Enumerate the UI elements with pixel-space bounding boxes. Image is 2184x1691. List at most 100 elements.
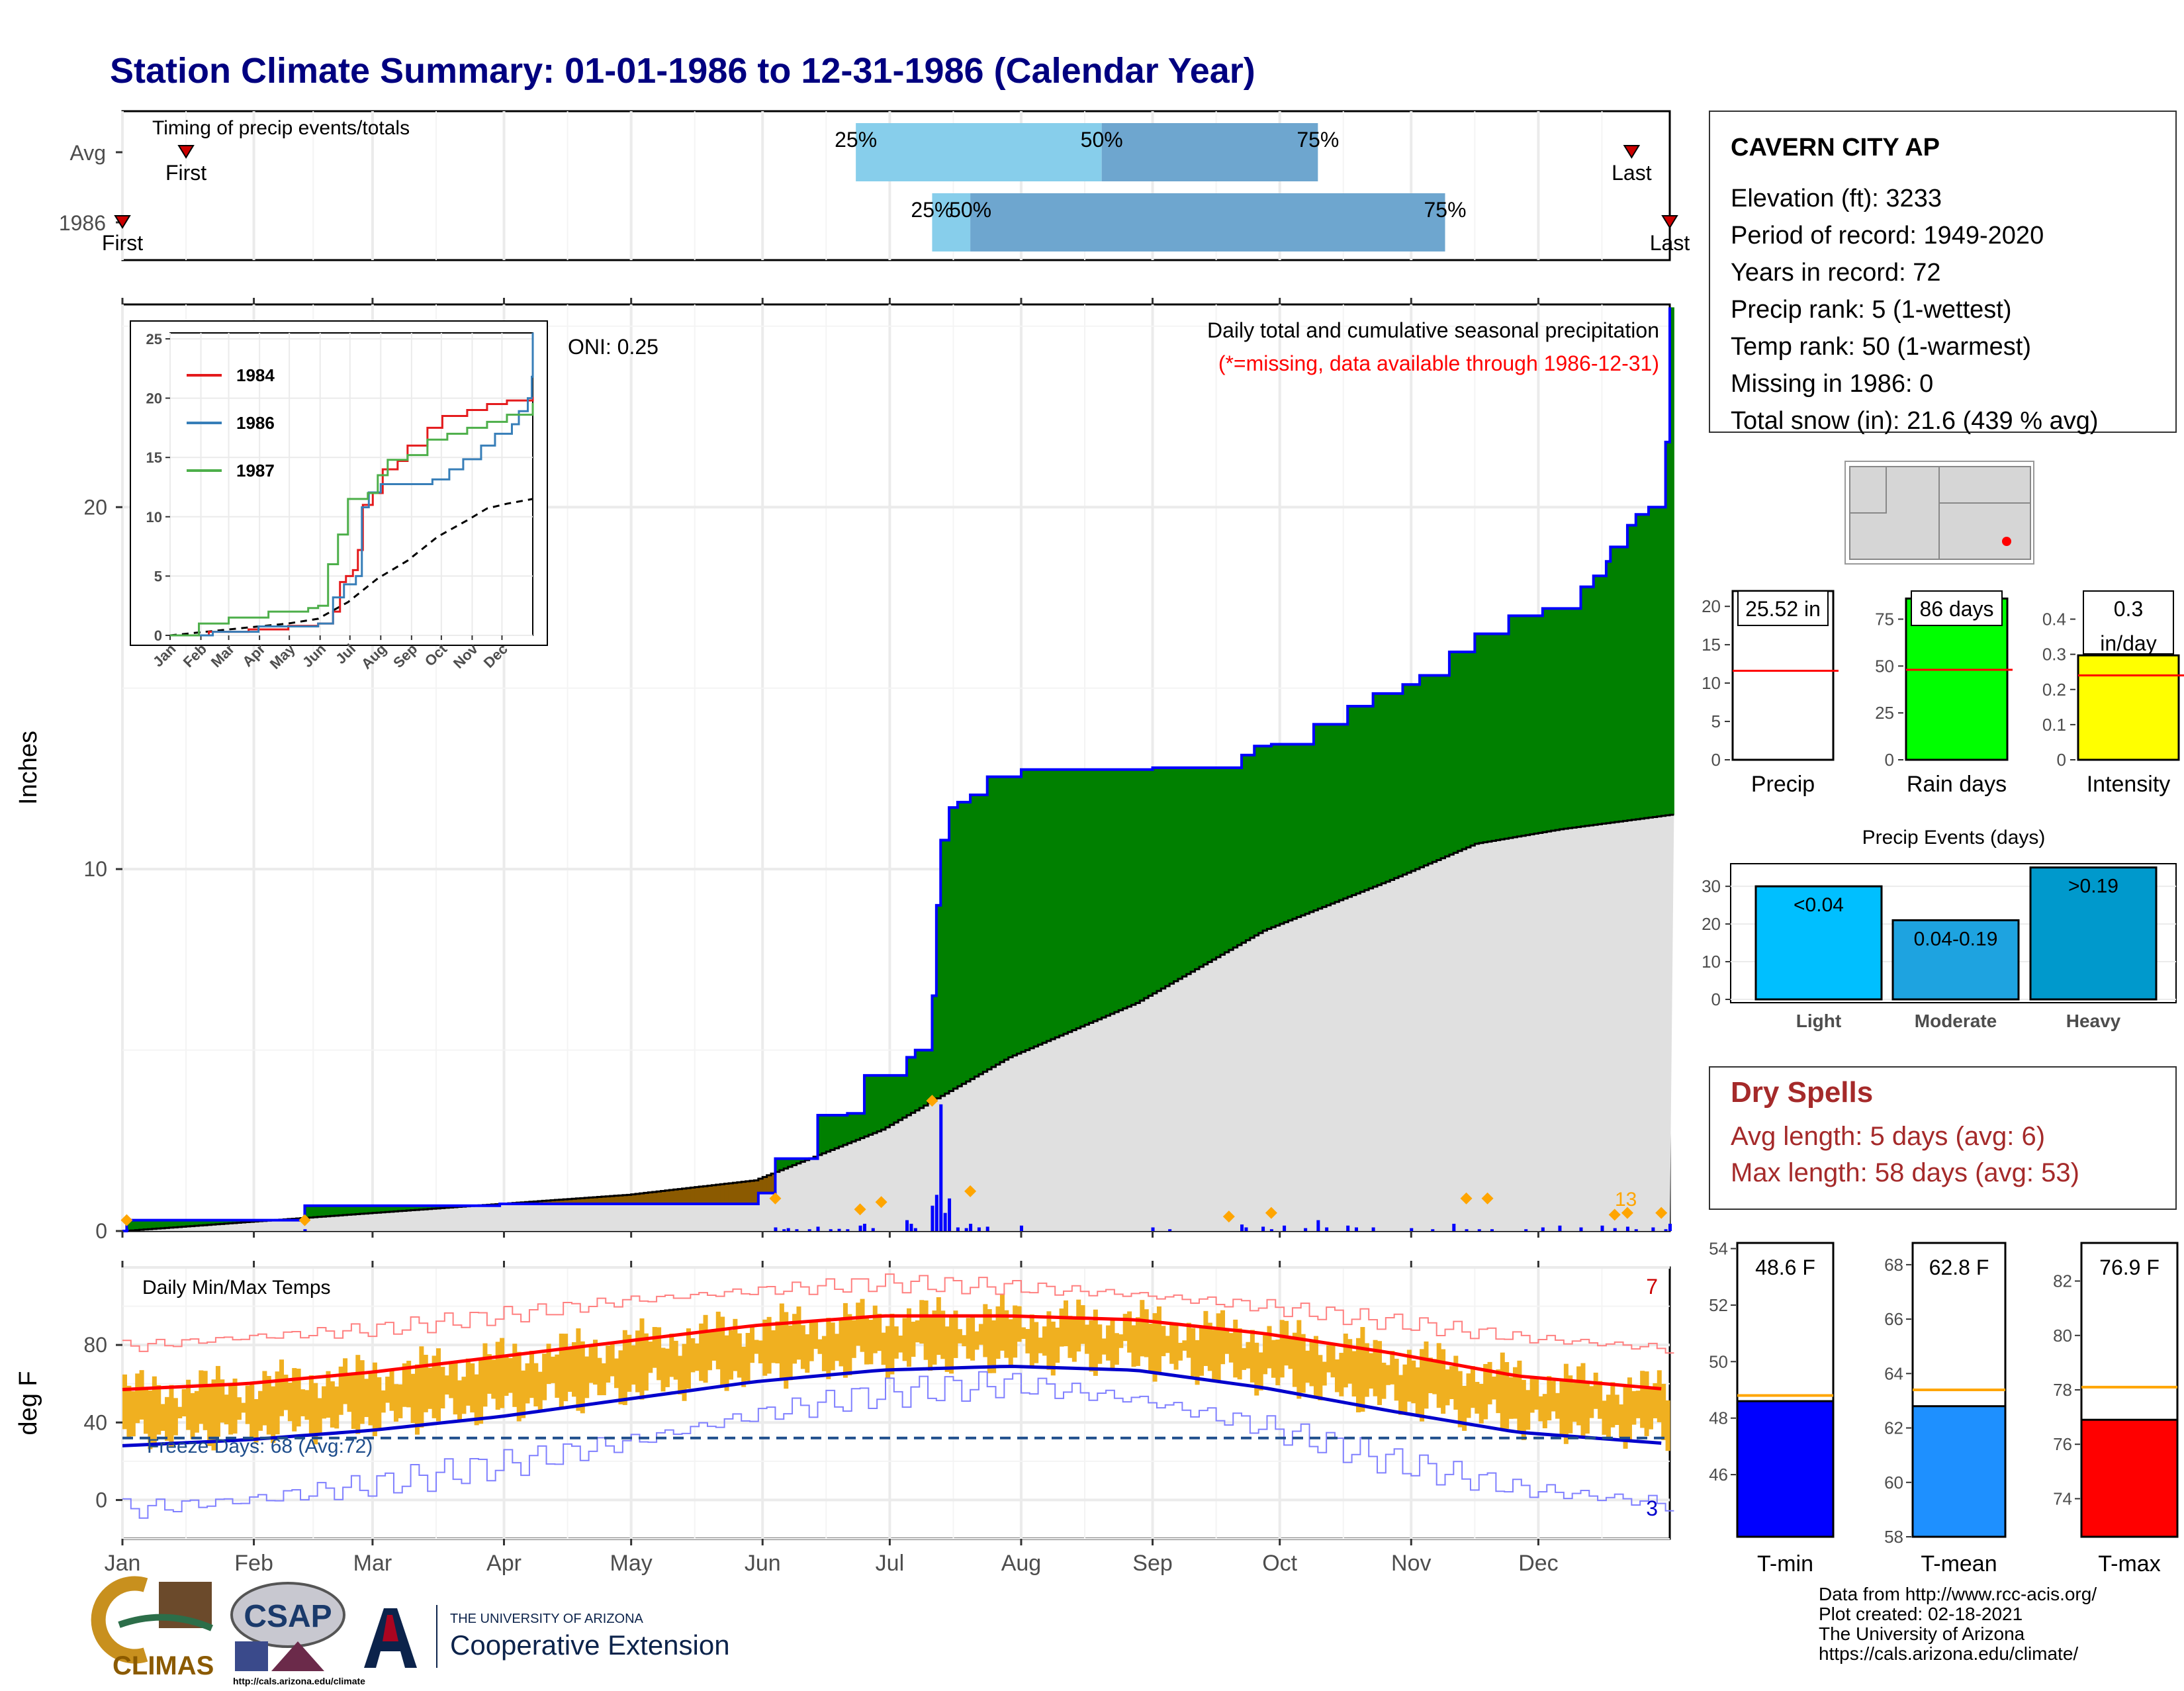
daily-precip-bar: [1355, 1228, 1358, 1231]
deficit-area: [720, 1184, 725, 1204]
timing-q50-label: 50%: [949, 198, 991, 222]
daily-temp-bar: [1238, 1328, 1242, 1379]
station-info-box: CAVERN CITY AP Elevation (ft): 3233Perio…: [1709, 111, 2176, 435]
daily-temp-bar: [1598, 1381, 1602, 1419]
temp-bar-ytick-label: 50: [1709, 1351, 1728, 1371]
daily-temp-bar: [1025, 1329, 1030, 1353]
daily-temp-bar: [390, 1369, 394, 1410]
surplus-area: [1275, 744, 1280, 925]
surplus-area: [1148, 770, 1153, 996]
daily-temp-bar: [1233, 1320, 1238, 1377]
daily-temp-bar: [580, 1342, 585, 1414]
temp-value-text: 62.8 F: [1929, 1256, 1989, 1279]
daily-temp-bar: [1034, 1322, 1038, 1363]
footer-university: The University of Arizona: [1819, 1623, 2025, 1645]
daily-temp-bar: [542, 1353, 547, 1400]
daily-precip-bar: [1614, 1228, 1617, 1231]
daily-temp-bar: [940, 1310, 945, 1359]
daily-precip-bar: [1558, 1226, 1561, 1231]
events-ytick-label: 20: [1702, 914, 1721, 934]
timing-q50-label: 50%: [1081, 128, 1123, 152]
daily-temp-bar: [817, 1340, 822, 1354]
daily-temp-bar: [190, 1393, 195, 1440]
daily-temp-bar: [1271, 1340, 1276, 1378]
events-bar-range: 0.04-0.19: [1914, 928, 1998, 950]
precip-ylabel: Inches: [15, 731, 42, 805]
daily-temp-bar: [318, 1398, 322, 1434]
daily-temp-bar: [237, 1397, 242, 1420]
surplus-area: [1509, 616, 1514, 838]
surplus-area: [1381, 694, 1386, 884]
surplus-area: [1000, 777, 1005, 1062]
daily-temp-bar: [589, 1346, 594, 1383]
daily-temp-bar: [271, 1387, 275, 1443]
location-map: [1845, 461, 2034, 564]
summary-ytick-label: 0.1: [2042, 715, 2066, 735]
precip-ytick-label: 0: [95, 1219, 107, 1243]
daily-temp-bar: [177, 1407, 182, 1418]
daily-temp-bar: [711, 1329, 716, 1361]
deficit-area: [733, 1183, 737, 1204]
surplus-area: [1640, 514, 1645, 819]
daily-temp-bar: [750, 1325, 754, 1363]
daily-precip-bar: [1244, 1228, 1248, 1231]
daily-temp-bar: [903, 1318, 907, 1361]
precip-ytick-label: 20: [83, 495, 107, 519]
surplus-area: [1504, 634, 1509, 839]
daily-precip-bar: [1261, 1226, 1265, 1231]
daily-temp-bar: [1449, 1366, 1454, 1399]
daily-temp-bar: [1615, 1394, 1619, 1425]
surplus-area: [1216, 768, 1221, 957]
daily-temp-bar: [461, 1377, 466, 1414]
daily-temp-bar: [1021, 1328, 1026, 1340]
daily-temp-bar: [559, 1334, 564, 1408]
daily-precip-bar: [1283, 1226, 1286, 1231]
daily-temp-bar: [970, 1316, 975, 1361]
deficit-area: [639, 1193, 644, 1204]
daily-temp-bar: [1530, 1377, 1535, 1413]
surplus-area: [1496, 634, 1500, 841]
daily-temp-bar: [525, 1363, 530, 1404]
daily-temp-bar: [1097, 1324, 1102, 1364]
temp-bar-ytick-label: 48: [1709, 1408, 1728, 1428]
surplus-area: [1657, 507, 1662, 816]
surplus-area: [1161, 768, 1165, 989]
surplus-area: [1118, 770, 1123, 1011]
daily-temp-bar: [1280, 1320, 1285, 1377]
events-title: Precip Events (days): [1862, 827, 2046, 848]
inset-ytick-label: 10: [146, 509, 162, 526]
daily-temp-bar: [330, 1381, 335, 1428]
deficit-area: [653, 1192, 657, 1204]
daily-temp-bar: [1038, 1338, 1043, 1353]
summary-bar-intensity: [2078, 655, 2179, 760]
daily-precip-bar: [808, 1229, 811, 1231]
daily-temp-bar: [381, 1391, 386, 1413]
daily-temp-bar: [304, 1390, 309, 1420]
surplus-area: [1347, 706, 1352, 897]
temp-bar-t-min: [1737, 1401, 1833, 1537]
daily-temp-bar: [1636, 1391, 1641, 1418]
month-label: Jul: [876, 1551, 904, 1576]
daily-precip-bar: [1490, 1229, 1494, 1231]
daily-temp-bar: [1331, 1344, 1336, 1378]
temp-bar-ytick-label: 66: [1884, 1309, 1903, 1329]
summary-value-text: 0.3: [2114, 597, 2143, 621]
surplus-area: [1123, 770, 1128, 1009]
surplus-area: [1636, 514, 1641, 819]
deficit-area: [741, 1182, 746, 1204]
surplus-area: [1208, 768, 1212, 962]
dry-spells-max: Max length: 58 days (avg: 53): [1731, 1158, 2079, 1187]
surplus-area: [1441, 676, 1445, 858]
daily-precip-bar: [969, 1224, 972, 1231]
summary-ytick-label: 75: [1875, 610, 1894, 629]
surplus-area: [1610, 547, 1615, 822]
daily-temp-bar: [1136, 1317, 1140, 1366]
timing-q25-label: 25%: [911, 198, 953, 222]
daily-temp-bar: [521, 1371, 525, 1418]
daily-temp-bar: [660, 1348, 665, 1391]
daily-temp-bar: [847, 1314, 852, 1376]
surplus-area: [1420, 676, 1424, 868]
freeze-days-label: Freeze Days: 68 (Avg:72): [147, 1436, 373, 1457]
daily-temp-bar: [1326, 1345, 1331, 1372]
